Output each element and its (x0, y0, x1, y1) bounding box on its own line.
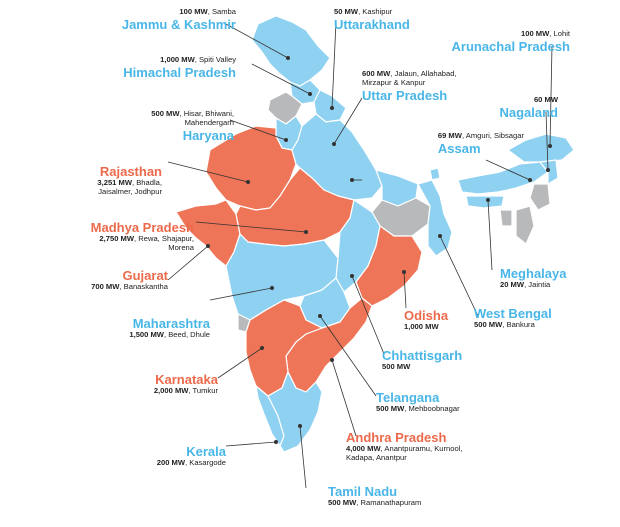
label-tamil-nadu: Tamil Nadu 500 MW, Ramanathapuram (328, 484, 422, 508)
label-west-bengal: West Bengal 500 MW, Bankura (474, 306, 552, 330)
label-chhattisgarh: Chhattisgarh 500 MW (382, 348, 463, 372)
state-arunachal-pradesh[interactable] (507, 133, 575, 163)
label-nagaland: 60 MW Nagaland (499, 95, 558, 120)
label-telangana: Telangana 500 MW, Mehboobnagar (376, 390, 460, 414)
label-andhra-pradesh: Andhra Pradesh 4,000 MW, Anantpuramu, Ku… (346, 430, 463, 463)
state-manipur (529, 183, 551, 211)
state-jammu-kashmir[interactable] (251, 15, 331, 87)
state-west-bengal[interactable] (417, 179, 453, 257)
state-chhattisgarh[interactable] (335, 199, 381, 293)
state-assam[interactable] (457, 161, 549, 195)
label-haryana: 500 MW, Hisar, Bhiwani, Mahendergarh Har… (151, 109, 234, 143)
state-sikkim (429, 167, 441, 181)
label-himachal-pradesh: 1,000 MW, Spiti Valley Himachal Pradesh (123, 55, 236, 80)
label-meghalaya: Meghalaya 20 MW, Jaintia (500, 266, 567, 290)
label-karnataka: Karnataka 2,000 MW, Tumkur (153, 372, 218, 396)
label-assam: 69 MW, Amguri, Sibsagar Assam (437, 131, 524, 156)
label-rajasthan: Rajasthan 3,251 MW, Bhadla, Jaisalmer, J… (97, 164, 162, 197)
leader-lines (167, 21, 553, 489)
state-tamil-nadu[interactable] (267, 371, 323, 453)
label-madhya-pradesh: Madhya Pradesh 2,750 MW, Rewa, Shajapur,… (90, 220, 194, 253)
label-jammu-kashmir: 100 MW, Samba Jammu & Kashmir (121, 7, 236, 32)
state-uttar-pradesh[interactable] (291, 113, 383, 201)
label-uttar-pradesh: 600 MW, Jalaun, Allahabad, Mirzapur & Ka… (362, 69, 457, 103)
state-odisha[interactable] (355, 225, 423, 307)
label-uttarakhand: 50 MW, Kashipur Uttarakhand (334, 7, 410, 32)
state-tripura (499, 209, 513, 227)
state-meghalaya[interactable] (465, 195, 505, 209)
label-odisha: Odisha 1,000 MW (404, 308, 449, 332)
state-mizoram (515, 205, 535, 245)
state-karnataka[interactable] (245, 299, 323, 397)
label-arunachal-pradesh: 100 MW, Lohit Arunachal Pradesh (451, 29, 571, 54)
label-gujarat: Gujarat 700 MW, Banaskantha (91, 268, 168, 292)
label-kerala: Kerala 200 MW, Kasargode (156, 444, 226, 468)
label-maharashtra: Maharashtra 1,500 MW, Beed, Dhule (129, 316, 210, 340)
